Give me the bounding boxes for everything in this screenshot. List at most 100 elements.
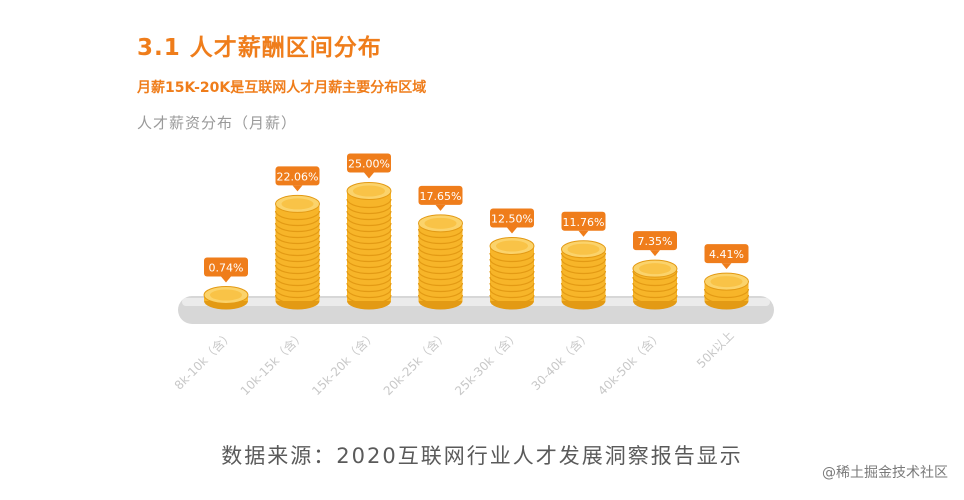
coin-ridge xyxy=(417,234,464,245)
coin-ridge xyxy=(346,276,392,287)
coin-ridge xyxy=(274,240,321,251)
coin-ridge xyxy=(274,270,321,281)
value-label-bg xyxy=(704,244,749,264)
coin-stack xyxy=(560,240,607,310)
value-label-pointer xyxy=(507,227,517,234)
coin-top-inner xyxy=(710,276,743,288)
coin-stack xyxy=(346,182,392,310)
value-label-pointer xyxy=(650,250,660,257)
coin-ridge xyxy=(417,246,464,257)
coin-top-inner xyxy=(567,243,600,255)
value-label-bg xyxy=(275,166,320,186)
coin-ridge xyxy=(346,228,392,239)
value-label: 22.06% xyxy=(275,166,320,192)
coin-ridge xyxy=(489,288,535,299)
watermark: @稀土掘金技术社区 xyxy=(822,465,948,481)
category-label: 10k-15k（含） xyxy=(237,328,308,399)
coin-ridge xyxy=(703,288,750,299)
value-label: 4.41% xyxy=(704,244,749,270)
coin-top-inner xyxy=(639,263,671,275)
coin-ridge xyxy=(417,240,464,251)
coin-ridge xyxy=(274,264,321,275)
report-card xyxy=(112,0,852,424)
coin-ridge xyxy=(274,246,321,257)
coin-ridge xyxy=(346,198,392,209)
value-label-text: 4.41% xyxy=(709,248,744,261)
coin-stack xyxy=(417,214,464,310)
value-label-bg xyxy=(633,231,677,251)
coin-top-inner xyxy=(281,198,314,210)
category-label: 40k-50k（含） xyxy=(595,328,666,399)
coin-ridge xyxy=(346,252,392,263)
coin-stack xyxy=(632,259,678,310)
coin-ridge xyxy=(560,282,607,293)
value-label: 12.50% xyxy=(490,208,534,234)
value-label: 7.35% xyxy=(633,231,677,257)
coin-ridge xyxy=(274,222,321,233)
coin-stack-body xyxy=(347,191,391,301)
coin-ridge xyxy=(346,288,392,299)
coin-ridge xyxy=(489,282,535,293)
coin-top-inner xyxy=(353,185,385,197)
chart-title: 人才薪资分布（月薪） xyxy=(137,114,298,132)
coin-ridge xyxy=(632,288,678,299)
value-label-text: 7.35% xyxy=(638,235,673,248)
coin-ridge xyxy=(560,270,607,281)
coin-ridge xyxy=(632,294,678,305)
value-label-pointer xyxy=(721,263,732,270)
coin-ridge xyxy=(417,252,464,263)
coin-stack-body xyxy=(418,223,463,301)
coin-stack xyxy=(489,237,535,310)
coin-ridge xyxy=(417,264,464,275)
coin-ridge xyxy=(346,222,392,233)
value-label-text: 0.74% xyxy=(209,262,244,275)
coin-ridge xyxy=(274,210,321,221)
value-label-bg xyxy=(490,208,534,228)
coin-ridge xyxy=(417,270,464,281)
coin-ridge xyxy=(632,276,678,287)
coin-stack xyxy=(203,286,249,310)
value-label-bg xyxy=(204,257,248,277)
category-label: 50k以上 xyxy=(694,328,737,371)
coin-ridge xyxy=(346,270,392,281)
coin-bar-chart: 0.74% 8k-10k（含） 22.06% 10k-15k（含） 25.00% 15k-… xyxy=(171,153,774,399)
value-label-text: 22.06% xyxy=(277,170,319,183)
value-label-bg xyxy=(561,211,606,231)
coin-ridge xyxy=(346,216,392,227)
coin-ridge xyxy=(560,258,607,269)
value-label: 11.76% xyxy=(561,211,606,237)
coin-ridge xyxy=(274,288,321,299)
value-label: 17.65% xyxy=(418,185,463,211)
coin-ridge xyxy=(274,216,321,227)
coin-ridge xyxy=(346,258,392,269)
coin-ridge xyxy=(489,276,535,287)
value-label-text: 25.00% xyxy=(348,158,390,171)
coin-ridge xyxy=(632,270,678,281)
coin-ridge xyxy=(560,294,607,305)
coin-top-inner xyxy=(424,217,457,229)
coin-ridge xyxy=(417,288,464,299)
value-label-pointer xyxy=(578,230,589,237)
coin-ridge xyxy=(703,294,750,305)
data-source: 数据来源：2020互联网行业人才发展洞察报告显示 xyxy=(221,444,743,468)
category-label: 25k-30k（含） xyxy=(452,328,523,399)
value-label-pointer xyxy=(364,172,374,179)
value-label-pointer xyxy=(435,204,446,211)
coin-ridge xyxy=(346,234,392,245)
coin-ridge xyxy=(489,270,535,281)
coin-ridge xyxy=(417,228,464,239)
value-label: 25.00% xyxy=(347,153,391,179)
coin-top-inner xyxy=(496,240,528,252)
category-label: 20k-25k（含） xyxy=(380,328,451,399)
coin-ridge xyxy=(274,258,321,269)
coin-ridge xyxy=(417,282,464,293)
coin-stack-body xyxy=(275,203,320,301)
coin-ridge xyxy=(274,234,321,245)
coin-ridge xyxy=(346,246,392,257)
subtitle: 月薪15K-20K是互联网人才月薪主要分布区域 xyxy=(137,80,427,96)
coin-ridge xyxy=(632,282,678,293)
value-label: 0.74% xyxy=(204,257,248,283)
coin-ridge xyxy=(346,210,392,221)
coin-ridge xyxy=(274,276,321,287)
coin-ridge xyxy=(560,276,607,287)
